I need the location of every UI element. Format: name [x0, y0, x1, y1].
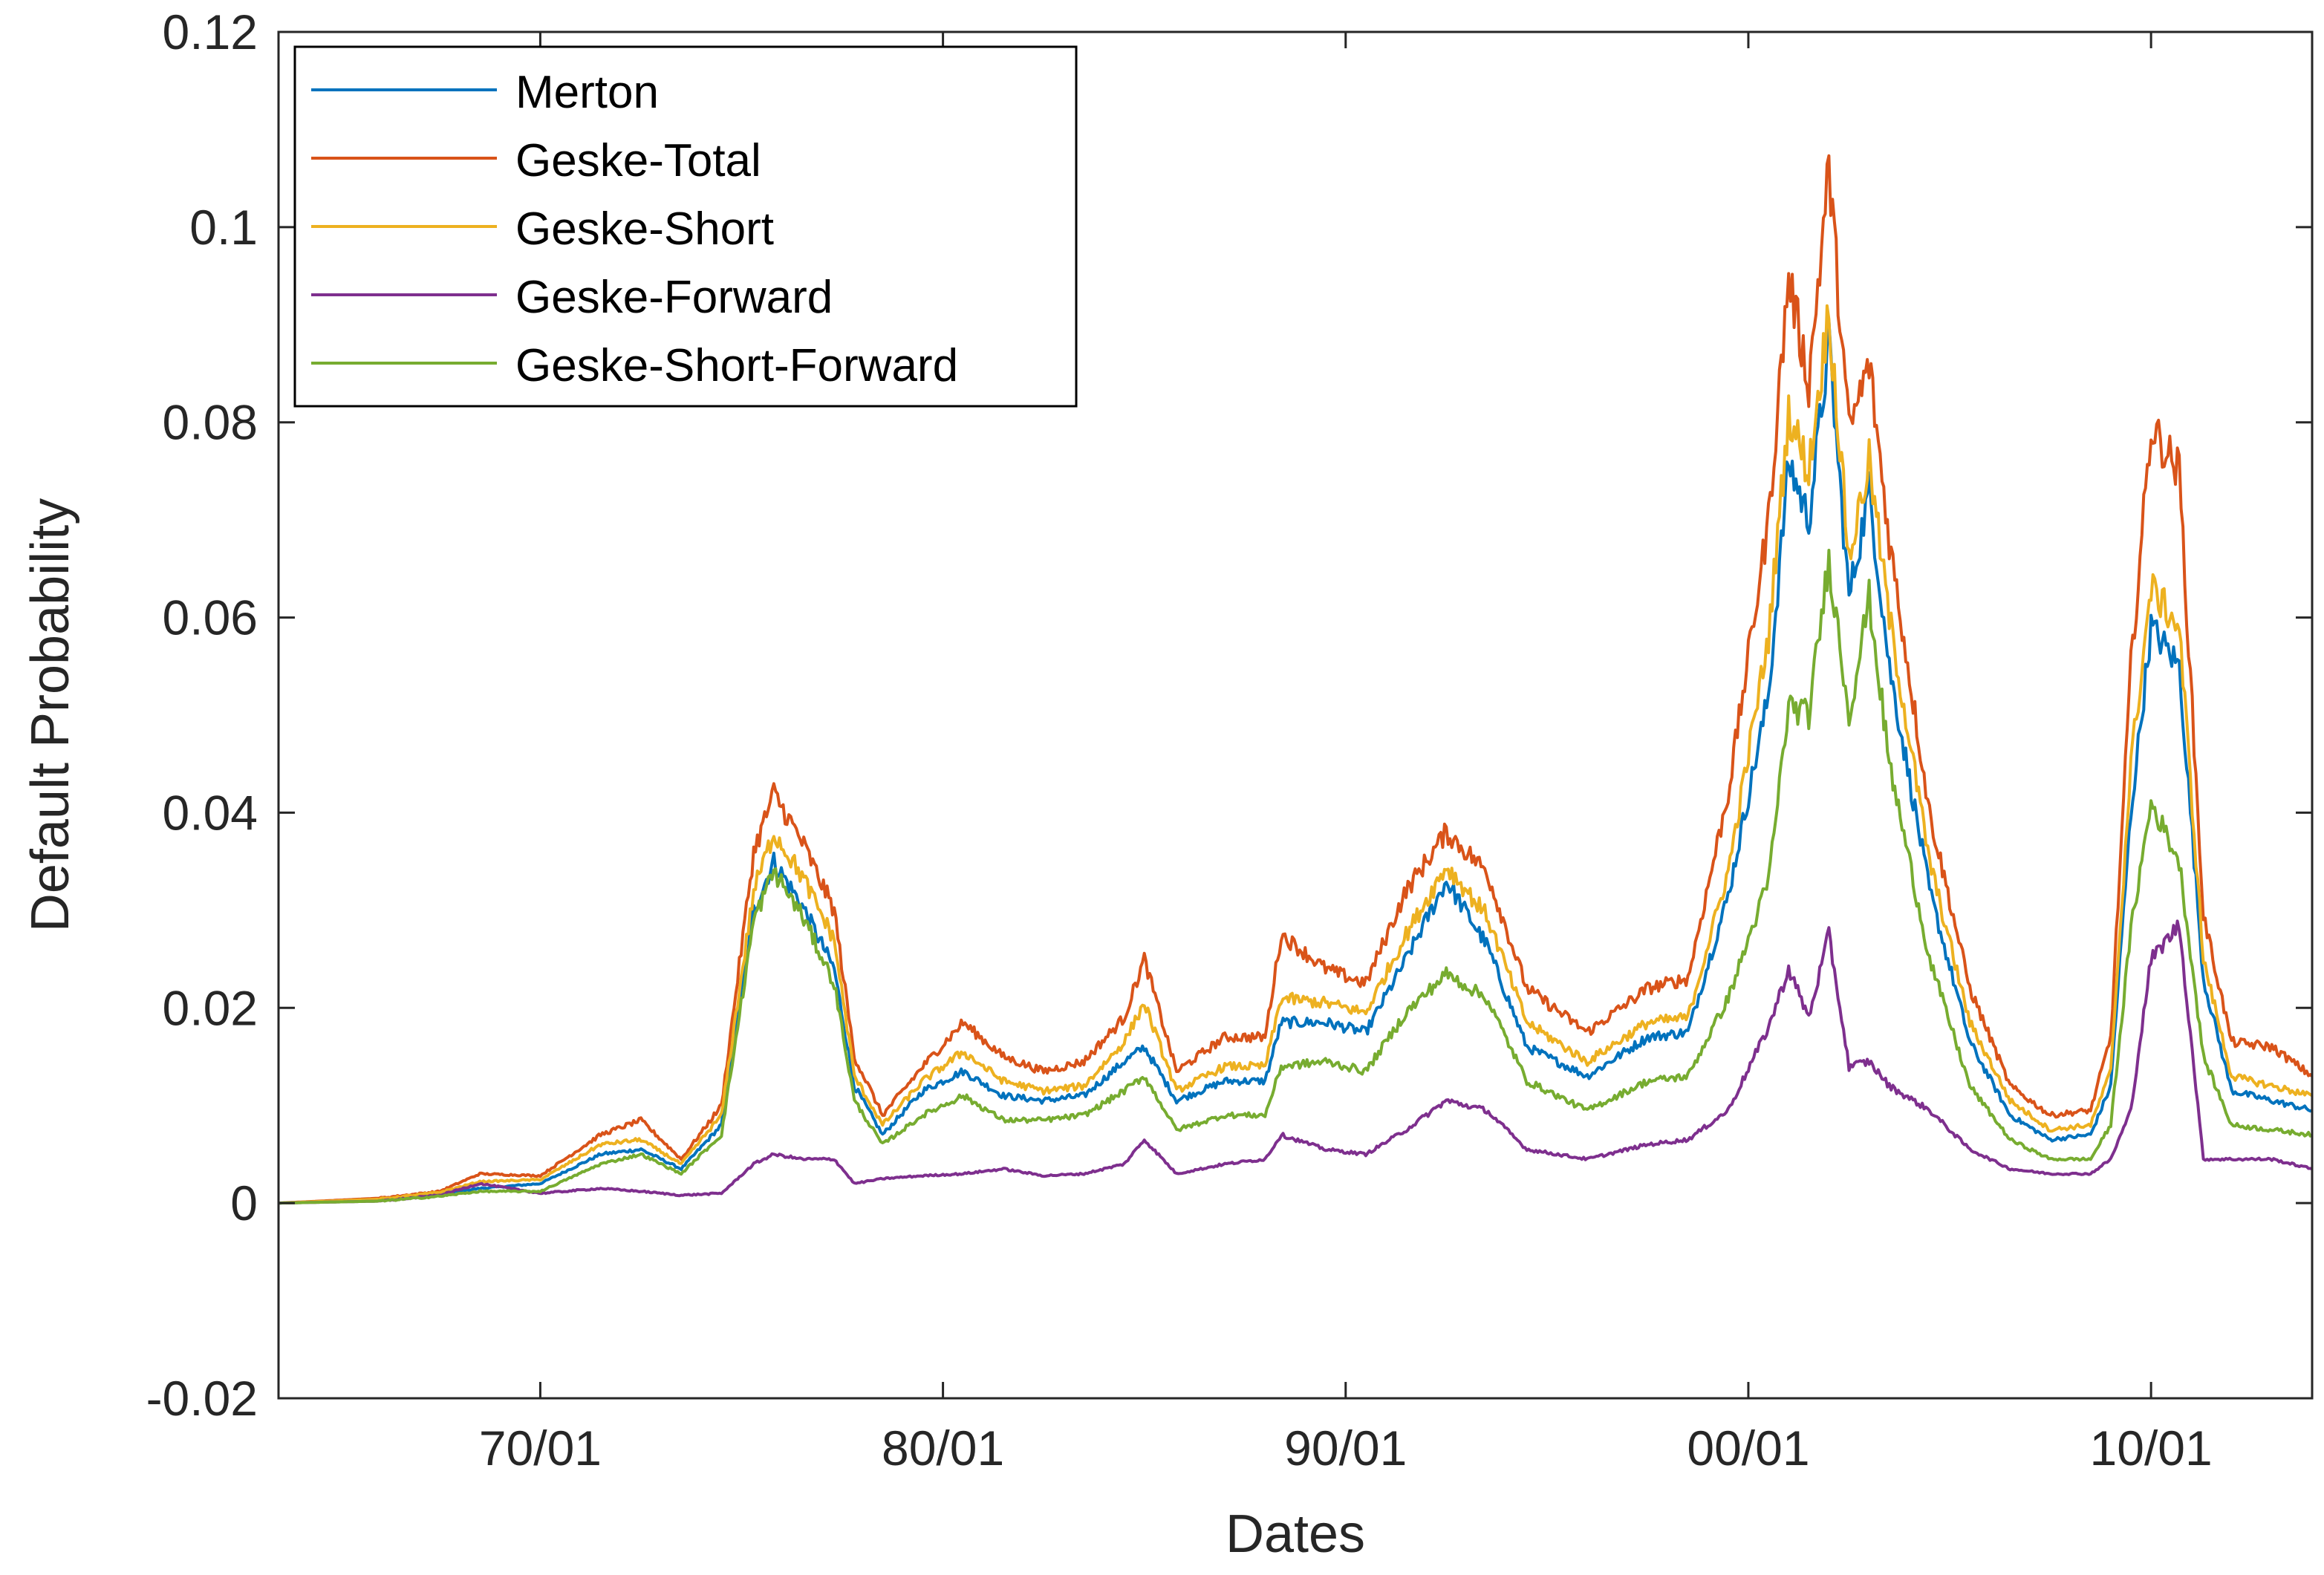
series-line-merton — [279, 319, 2313, 1205]
y-tick-label: 0.02 — [163, 980, 258, 1035]
legend-label-geske-short: Geske-Short — [515, 203, 774, 255]
x-tick-label: 00/01 — [1687, 1421, 1809, 1475]
y-axis-title: Default Probability — [21, 498, 80, 932]
y-tick-label: -0.02 — [146, 1371, 258, 1426]
y-tick-label: 0.04 — [163, 785, 258, 840]
series-line-geske-short — [278, 304, 2314, 1205]
y-tick-label: 0.06 — [163, 590, 258, 645]
y-tick-label: 0.12 — [163, 4, 258, 59]
x-tick-label: 70/01 — [479, 1421, 602, 1475]
legend-label-geske-total: Geske-Total — [515, 135, 761, 186]
legend: Merton Geske-Total Geske-Short Geske-Forwar… — [293, 45, 1078, 408]
legend-label-geske-short-forward: Geske-Short-Forward — [515, 340, 958, 391]
series-line-geske-forward — [279, 919, 2313, 1205]
x-tick-label: 90/01 — [1284, 1421, 1407, 1475]
series-layer — [278, 154, 2314, 1205]
series-line-geske-short-forward — [279, 549, 2314, 1205]
x-axis-title: Dates — [1226, 1504, 1365, 1564]
tick-layer: -0.02 0 0.02 0.04 0.06 0.08 0.1 0.12 70/01 80/01 9… — [146, 4, 2312, 1475]
series-line-geske-total — [278, 154, 2314, 1205]
x-tick-label: 80/01 — [882, 1421, 1004, 1475]
axes-box — [277, 30, 2314, 1400]
x-tick-label: 10/01 — [2090, 1421, 2213, 1475]
y-tick-label: 0.08 — [163, 395, 258, 450]
y-tick-label: 0 — [230, 1175, 258, 1230]
legend-label-geske-forward: Geske-Forward — [515, 272, 833, 323]
y-tick-label: 0.1 — [189, 200, 258, 255]
legend-label-merton: Merton — [515, 67, 659, 118]
